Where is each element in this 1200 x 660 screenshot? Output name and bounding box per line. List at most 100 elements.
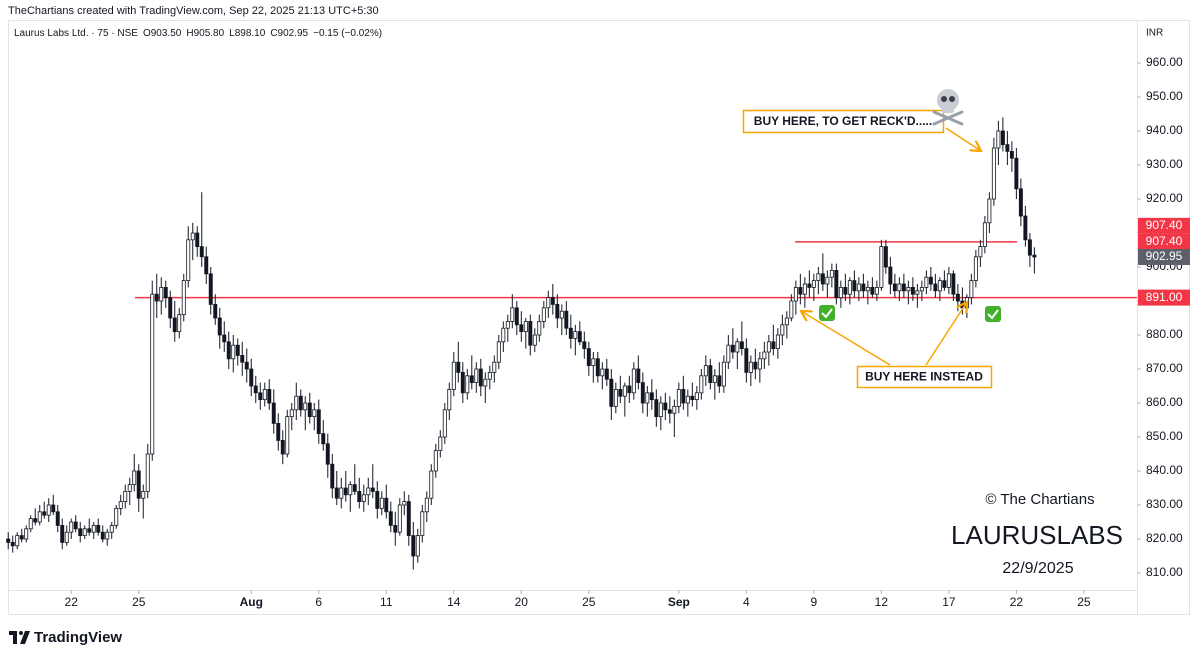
candle-body	[289, 409, 294, 418]
candle-body	[870, 287, 875, 295]
legend-item: −0.15 (−0.02%)	[313, 28, 382, 39]
y-tick-label: 870.00	[1146, 361, 1183, 375]
candle-body	[627, 385, 632, 394]
legend-item: H905.80	[186, 28, 224, 39]
arrow	[945, 127, 981, 151]
candle-body	[663, 402, 668, 411]
candle-body	[10, 542, 15, 547]
candle-body	[532, 334, 537, 346]
candle-body	[474, 368, 479, 384]
candle-body	[303, 402, 308, 411]
watermark-date: 22/9/2025	[1002, 560, 1073, 577]
candle-body	[217, 317, 222, 336]
candle-body	[181, 280, 186, 316]
candle-body	[298, 395, 303, 411]
candle-body	[343, 487, 348, 496]
price-badge	[1138, 248, 1190, 265]
candle-body	[307, 402, 312, 418]
candle-body	[888, 266, 893, 285]
candle-body	[231, 344, 236, 360]
x-tick-label: 22	[65, 595, 79, 609]
check-icon	[985, 306, 1001, 322]
legend: Laurus Labs Ltd. · 75 · NSE O903.50 H905.8…	[14, 28, 382, 39]
candle-body	[762, 351, 767, 360]
candle-body	[829, 270, 834, 278]
candle-body	[253, 385, 258, 394]
chart-frame	[8, 20, 1190, 615]
candle-body	[865, 287, 870, 292]
candle-body	[604, 368, 609, 380]
candle-body	[100, 531, 105, 540]
candle-body	[51, 504, 56, 513]
candle-body	[177, 314, 182, 333]
candle-body	[105, 531, 110, 540]
candle-body	[159, 287, 164, 302]
candle-body	[573, 331, 578, 339]
candle-body	[744, 348, 749, 373]
candle-body	[892, 283, 897, 292]
candle-body	[127, 484, 132, 492]
candle-body	[901, 283, 906, 292]
candle-body	[789, 300, 794, 319]
candle-body	[163, 287, 168, 299]
candle-body	[856, 283, 861, 292]
x-tick-label: 20	[515, 595, 529, 609]
candle-body	[703, 365, 708, 377]
candle-body	[1000, 130, 1005, 146]
candle-body	[645, 392, 650, 404]
candle-body	[1032, 254, 1037, 258]
candle-body	[339, 487, 344, 499]
candle-body	[262, 389, 267, 401]
candle-body	[838, 287, 843, 299]
candle-body	[681, 389, 686, 404]
candle-body	[429, 470, 434, 499]
candle-body	[78, 528, 83, 537]
annotation-box	[856, 365, 993, 389]
candle-body	[699, 375, 704, 394]
candle-body	[366, 487, 371, 496]
candle-body	[433, 450, 438, 472]
candle-body	[757, 358, 762, 370]
y-tick-label: 820.00	[1146, 531, 1183, 545]
candle-body	[991, 147, 996, 200]
candle-body	[393, 525, 398, 533]
y-tick-label: 810.00	[1146, 565, 1183, 579]
candle-body	[928, 276, 933, 285]
candle-body	[402, 501, 407, 506]
candle-body	[60, 525, 65, 543]
candle-body	[312, 409, 317, 418]
candle-body	[33, 518, 38, 523]
candle-body	[541, 307, 546, 322]
candle-body	[676, 389, 681, 407]
y-tick-label: 840.00	[1146, 463, 1183, 477]
candle-body	[847, 280, 852, 295]
candle-body	[568, 327, 573, 339]
candle-body	[748, 361, 753, 373]
candle-body	[82, 528, 87, 537]
legend-item: L898.10	[229, 28, 266, 39]
candle-body	[186, 239, 191, 282]
candle-body	[87, 528, 92, 533]
candle-body	[69, 521, 74, 533]
candle-body	[96, 525, 101, 533]
candle-body	[1027, 239, 1032, 256]
candle-body	[357, 491, 362, 503]
candle-body	[91, 525, 96, 533]
candle-body	[775, 334, 780, 350]
candle-body	[874, 287, 879, 295]
candle-body	[937, 280, 942, 292]
price-badge-label: 891.00	[1146, 290, 1183, 304]
legend-item: C902.95	[270, 28, 308, 39]
candle-body	[37, 511, 42, 523]
candle-body	[406, 501, 411, 537]
candle-body	[537, 321, 542, 336]
candle-body	[154, 293, 159, 302]
candle-body	[919, 287, 924, 292]
candle-body	[591, 358, 596, 367]
candle-body	[42, 511, 47, 516]
candle-body	[478, 368, 483, 387]
legend-text: Laurus Labs Ltd. · 75 · NSE O903.50 H905.8…	[14, 28, 382, 39]
candle-body	[595, 358, 600, 377]
candle-body	[820, 273, 825, 285]
